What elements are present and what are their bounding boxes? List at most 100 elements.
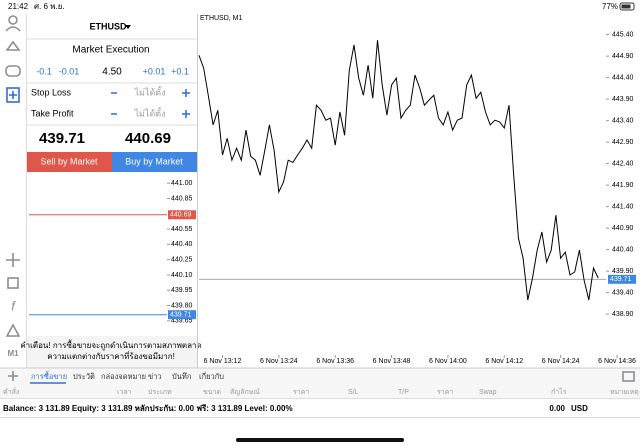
terminal-add[interactable]: [8, 371, 18, 381]
y-tick-label: 445.40: [612, 31, 634, 38]
x-tick-label: 6 Nov 13:36: [316, 358, 354, 365]
stop-loss-label: Stop Loss: [31, 87, 72, 97]
terminal-header-bg: [0, 368, 640, 398]
buy-label[interactable]: Buy by Market: [125, 156, 183, 166]
y-tick-label: 443.40: [612, 117, 634, 124]
warning-text: คำเตือน! การซื้อขายจะถูกดำเนินการตามสภาพ…: [20, 339, 201, 351]
battery-fill: [621, 4, 631, 9]
take-profit-value[interactable]: ไม่ได้ตั้ง: [133, 106, 165, 118]
chat-icon[interactable]: [5, 65, 21, 77]
currency: USD: [571, 404, 588, 413]
indicator-icon[interactable]: [7, 277, 19, 289]
price-line-series: [198, 40, 599, 301]
battery-icon: [619, 2, 635, 11]
terminal-tab[interactable]: เกี่ยวกับ: [199, 371, 224, 381]
column-header: ราคา: [293, 389, 309, 396]
y-tick-label: 441.00: [171, 180, 193, 187]
price-badge-label: 439.71: [170, 312, 192, 319]
x-tick-label: 6 Nov 14:24: [542, 358, 580, 365]
battery-level: 77%: [602, 2, 618, 11]
home-indicator: [236, 438, 404, 442]
timeframe[interactable]: M1: [7, 349, 19, 358]
new-order-plus: [9, 91, 17, 99]
y-tick-label: 439.40: [612, 289, 634, 296]
sell-label[interactable]: Sell by Market: [40, 156, 98, 166]
volume-button[interactable]: -0.1: [36, 66, 52, 76]
x-tick-label: 6 Nov 13:48: [373, 358, 411, 365]
y-tick-label: 444.90: [612, 53, 634, 60]
symbol-dropdown[interactable]: [125, 25, 131, 29]
y-tick-label: 441.90: [612, 182, 634, 189]
function-icon[interactable]: f: [11, 298, 16, 313]
bid-price: 439.71: [39, 130, 85, 147]
profile-icon[interactable]: [8, 15, 18, 25]
terminal-tab[interactable]: ประวัติ: [73, 372, 95, 381]
volume-button[interactable]: +0.1: [171, 66, 189, 76]
balance-summary: Balance: 3 131.89 Equity: 3 131.89 หลักป…: [3, 403, 293, 413]
y-tick-label: 439.80: [171, 302, 193, 309]
y-tick-label: 440.40: [612, 246, 634, 253]
y-tick-label: 439.95: [171, 287, 193, 294]
column-header: หมายเหตุ: [610, 389, 639, 396]
panel-bg: [27, 14, 197, 368]
y-tick-label: 442.40: [612, 160, 634, 167]
y-tick-label: 440.90: [612, 225, 634, 232]
volume[interactable]: 4.50: [102, 67, 122, 78]
terminal-toggle[interactable]: [622, 371, 635, 382]
column-header: คำสั่ง: [3, 387, 19, 396]
y-tick-label: 439.90: [612, 268, 634, 275]
profile-icon-body: [5, 26, 21, 32]
warning-bg: [27, 336, 197, 368]
column-header: ประเภท: [148, 389, 172, 396]
y-tick-label: 443.90: [612, 96, 634, 103]
column-header: T/P: [398, 389, 409, 396]
crosshair-icon[interactable]: [6, 253, 20, 267]
volume-button[interactable]: +0.01: [143, 66, 166, 76]
y-tick-label: 438.90: [612, 311, 634, 318]
terminal-tab[interactable]: กล่องจดหมาย: [101, 372, 146, 381]
y-tick-label: 441.40: [612, 203, 634, 210]
execution-type[interactable]: Market Execution: [72, 45, 149, 56]
take-profit-plus[interactable]: [182, 110, 190, 118]
ask-price: 440.69: [125, 130, 171, 147]
stop-loss-value[interactable]: ไม่ได้ตั้ง: [133, 85, 165, 97]
signals-icon[interactable]: [5, 40, 21, 51]
x-tick-label: 6 Nov 14:12: [485, 358, 523, 365]
price-badge-label: 439.71: [610, 276, 632, 283]
column-header: S/L: [348, 389, 359, 396]
y-tick-label: 440.10: [171, 272, 193, 279]
toolbar: f M1: [5, 15, 21, 381]
terminal-tab[interactable]: ข่าว: [148, 372, 162, 381]
take-profit-label: Take Profit: [31, 108, 74, 118]
y-tick-label: 440.25: [171, 256, 193, 263]
status-date: ศ. 6 พ.ย.: [34, 2, 65, 11]
y-tick-label: 440.40: [171, 241, 193, 248]
y-tick-label: 439.65: [171, 318, 193, 325]
buy-button[interactable]: [112, 152, 197, 172]
x-tick-label: 6 Nov 13:24: [260, 358, 298, 365]
new-order-icon[interactable]: [6, 87, 20, 103]
warning-text: ความแตกต่างกับราคาที่ร้องขอมีมาก!: [47, 350, 175, 361]
price-badge: [168, 210, 196, 220]
y-tick-label: 440.55: [171, 226, 193, 233]
status-time: 21:42: [8, 2, 29, 11]
column-header: เวลา: [117, 389, 132, 396]
column-header: กำไร: [551, 387, 567, 396]
order-panel: ETHUSD Market Execution -0.1 -0.01 4.50 …: [20, 14, 202, 368]
symbol[interactable]: ETHUSD: [89, 21, 127, 31]
stop-loss-plus[interactable]: [182, 89, 190, 97]
terminal-tab[interactable]: การซื้อขาย: [31, 371, 67, 381]
y-tick-label: 440.85: [171, 195, 193, 202]
column-header: ราคา: [437, 389, 453, 396]
sell-button[interactable]: [27, 152, 112, 172]
x-tick-label: 6 Nov 14:00: [429, 358, 467, 365]
y-tick-label: 442.90: [612, 139, 634, 146]
x-tick-label: 6 Nov 13:12: [204, 358, 242, 365]
chart-title: ETHUSD, M1: [200, 15, 243, 22]
price-badge-label: 440.69: [170, 212, 192, 219]
terminal-tab[interactable]: บันทึก: [172, 372, 191, 381]
volume-button[interactable]: -0.01: [59, 66, 80, 76]
objects-icon[interactable]: [5, 323, 21, 337]
